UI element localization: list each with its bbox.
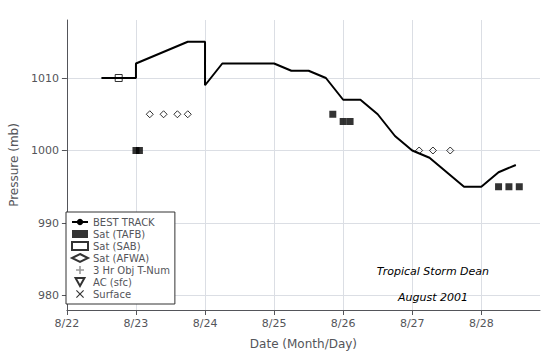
svg-text:8/22: 8/22 [55, 317, 80, 330]
svg-text:August 2001: August 2001 [397, 291, 468, 304]
svg-text:Date (Month/Day): Date (Month/Day) [250, 337, 357, 351]
svg-text:8/28: 8/28 [469, 317, 494, 330]
svg-text:980: 980 [38, 289, 59, 302]
svg-text:8/25: 8/25 [262, 317, 287, 330]
svg-text:8/26: 8/26 [331, 317, 356, 330]
svg-text:AC (sfc): AC (sfc) [93, 277, 132, 288]
svg-text:Sat (TAFB): Sat (TAFB) [93, 229, 145, 240]
svg-text:990: 990 [38, 217, 59, 230]
svg-text:3 Hr Obj T-Num: 3 Hr Obj T-Num [93, 265, 170, 276]
svg-text:Sat (SAB): Sat (SAB) [93, 241, 141, 252]
svg-text:1010: 1010 [31, 72, 59, 85]
svg-text:8/24: 8/24 [193, 317, 218, 330]
svg-text:Pressure (mb): Pressure (mb) [7, 123, 21, 207]
svg-text:8/27: 8/27 [400, 317, 425, 330]
svg-text:BEST TRACK: BEST TRACK [93, 217, 155, 228]
svg-text:8/23: 8/23 [124, 317, 149, 330]
svg-text:Tropical Storm Dean: Tropical Storm Dean [377, 265, 489, 278]
svg-text:Sat (AFWA): Sat (AFWA) [93, 253, 149, 264]
svg-text:1000: 1000 [31, 144, 59, 157]
svg-text:Surface: Surface [93, 289, 131, 300]
